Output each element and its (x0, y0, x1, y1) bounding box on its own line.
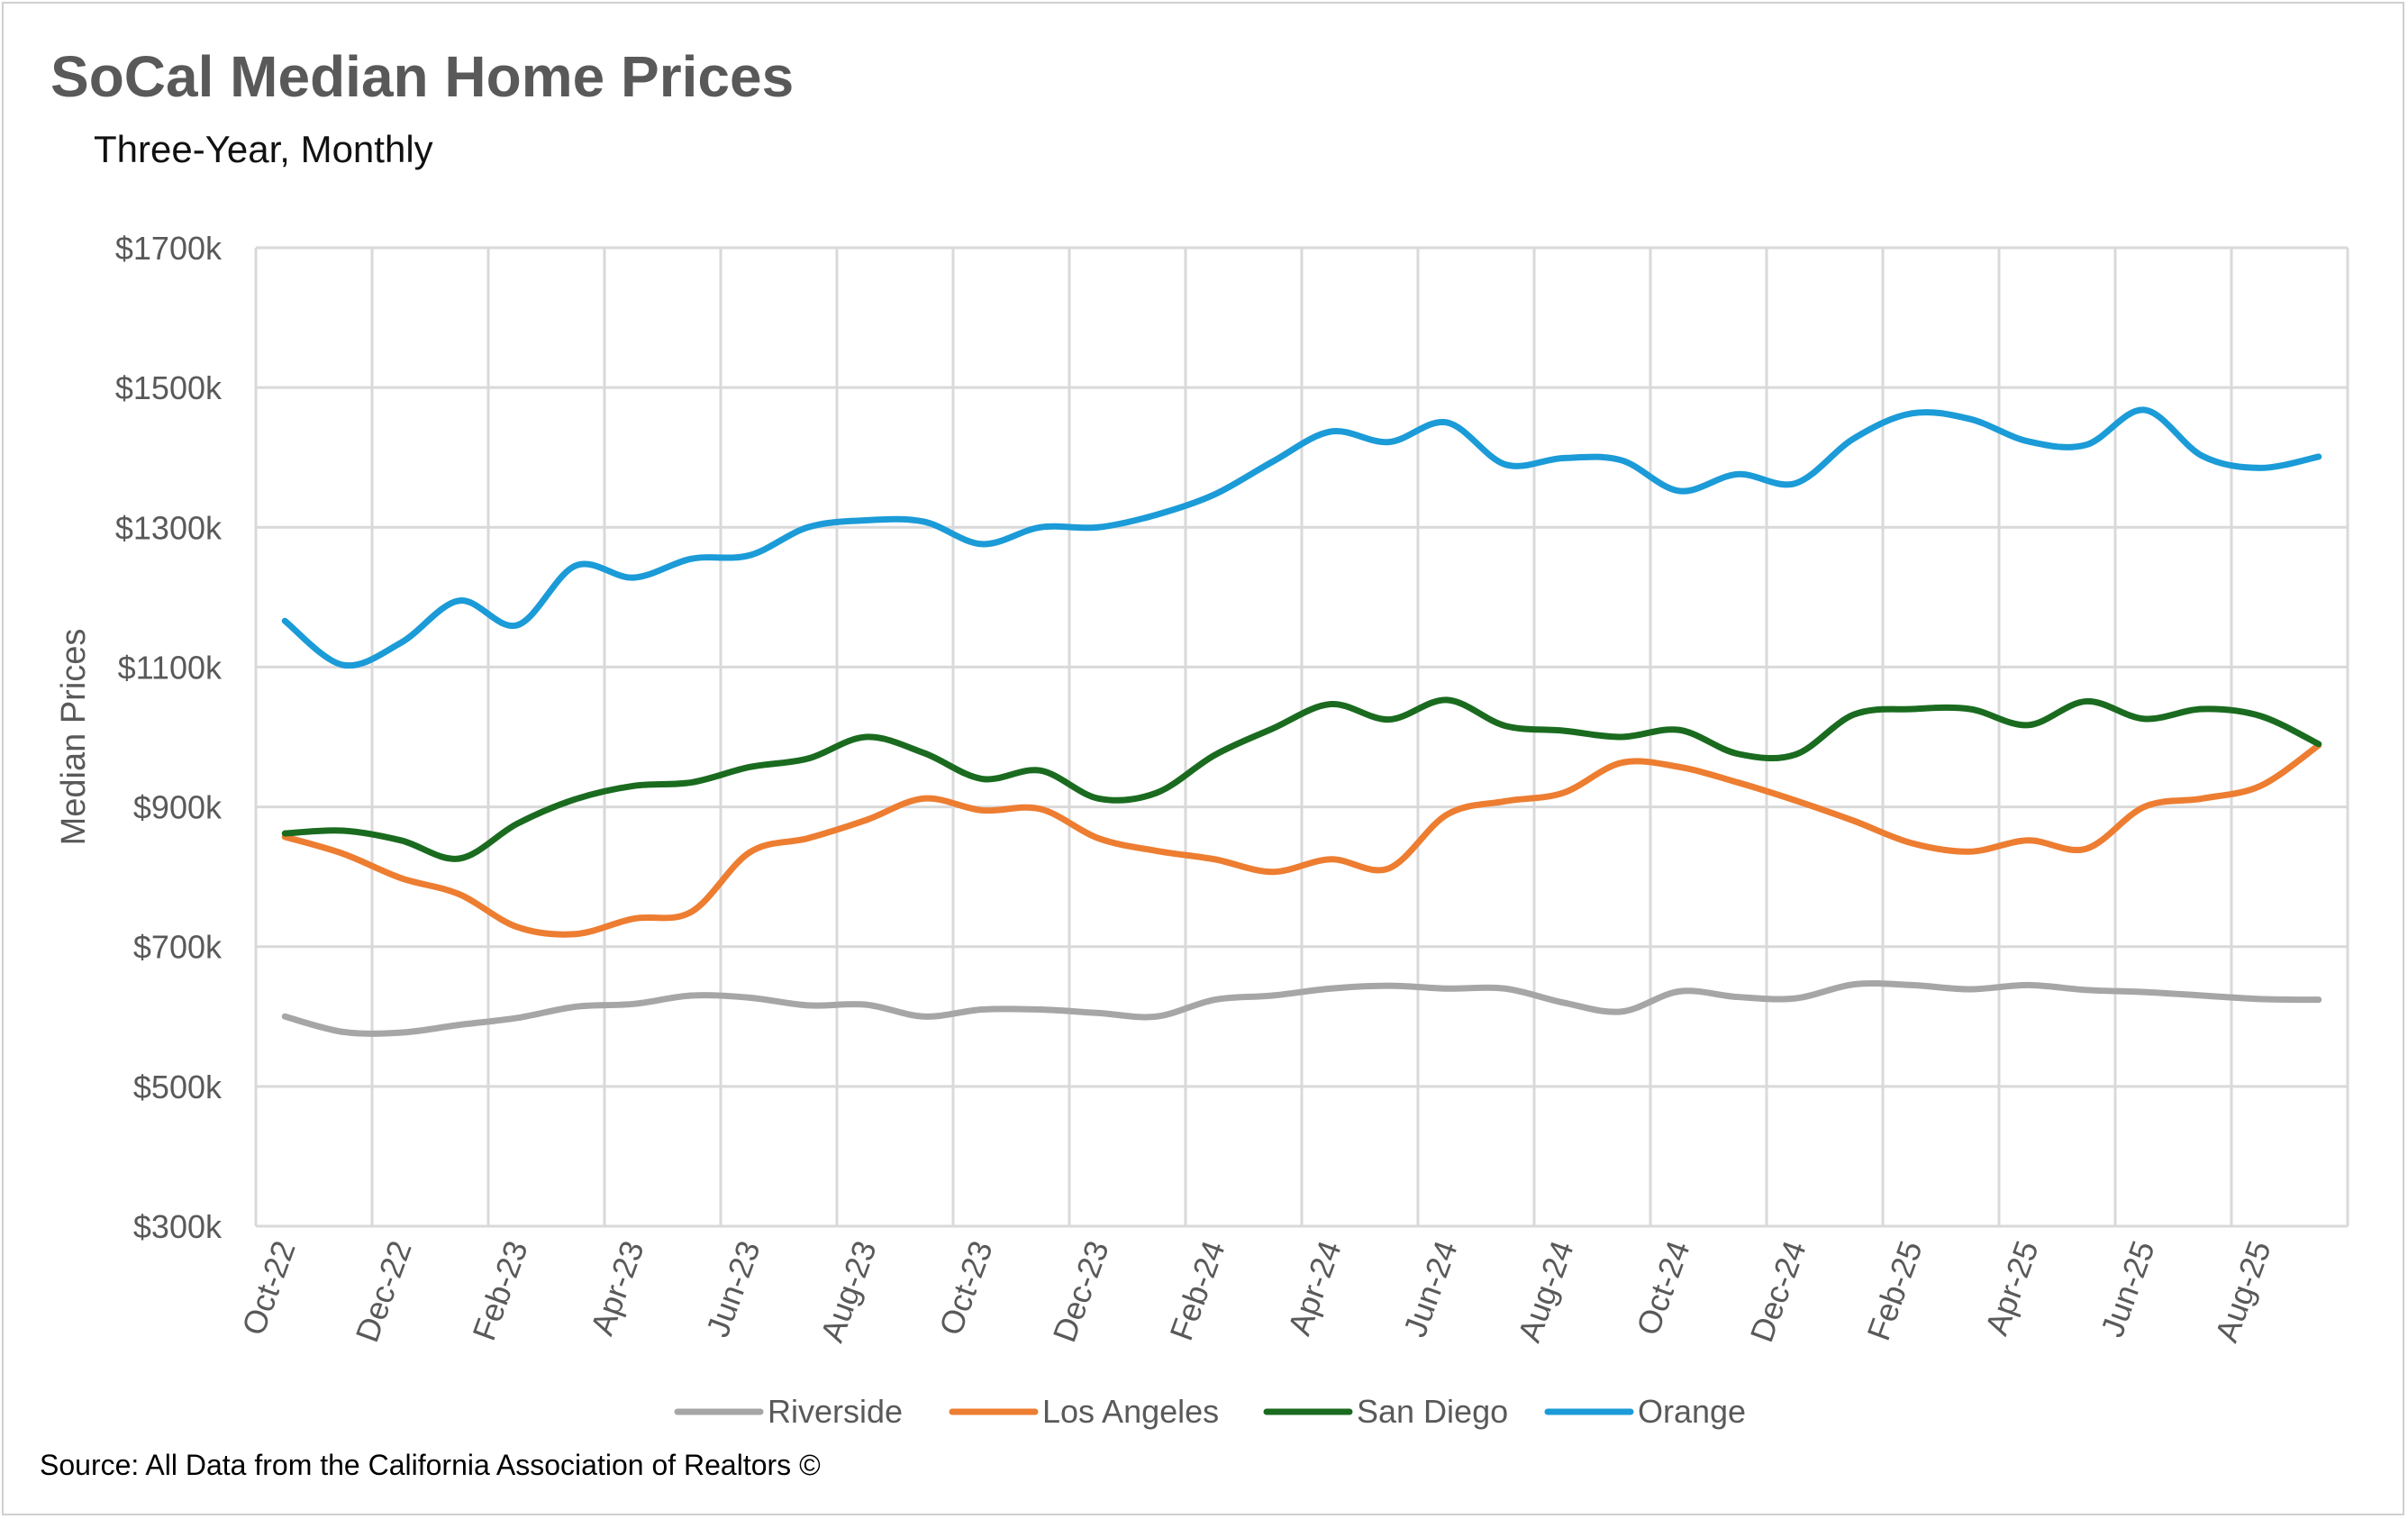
x-tick-label: Feb-25 (1859, 1236, 1930, 1345)
y-tick-label: $1300k (115, 509, 223, 546)
gridlines (254, 246, 2349, 1228)
series-lines (281, 406, 2322, 1037)
series-line-orange (281, 406, 2322, 669)
x-tick-label: Dec-24 (1743, 1236, 1813, 1347)
chart-title: SoCal Median Home Prices (50, 44, 795, 109)
x-axis-tick-labels: Oct-22 Dec-22 Feb-23 Apr-23 Jun-23 Aug-23 Oct-… (234, 1236, 2277, 1347)
x-tick-label: Apr-25 (1977, 1236, 2045, 1341)
series-line-los-angeles (281, 741, 2322, 938)
x-tick-label: Dec-22 (349, 1236, 419, 1347)
x-tick-label: Aug-25 (2208, 1236, 2278, 1347)
y-tick-label: $1500k (115, 369, 223, 406)
y-tick-label: $1100k (118, 649, 223, 686)
x-tick-label: Jun-23 (699, 1236, 768, 1342)
series-line-san-diego (281, 696, 2322, 862)
x-tick-label: Apr-24 (1280, 1236, 1348, 1341)
y-tick-label: $1700k (115, 230, 223, 267)
x-tick-label: Feb-23 (465, 1236, 535, 1345)
x-tick-label: Apr-23 (583, 1236, 650, 1341)
x-tick-label: Aug-23 (813, 1236, 884, 1347)
x-tick-label: Oct-24 (1629, 1236, 1696, 1341)
legend: Riverside Los Angeles San Diego Orange (674, 1393, 1746, 1430)
x-tick-label: Oct-23 (931, 1236, 999, 1341)
y-tick-label: $900k (133, 789, 223, 826)
y-tick-label: $300k (133, 1208, 223, 1245)
legend-label-los-angeles: Los Angeles (1042, 1393, 1219, 1430)
x-tick-label: Jun-24 (1396, 1236, 1465, 1342)
x-tick-label: Oct-22 (234, 1236, 302, 1341)
legend-label-orange: Orange (1638, 1393, 1746, 1430)
legend-label-san-diego: San Diego (1357, 1393, 1508, 1430)
y-axis-tick-labels: $300k $500k $700k $900k $1100k $1300k $1500k $1… (115, 230, 223, 1245)
y-axis-title: Median Prices (55, 629, 93, 846)
x-tick-label: Feb-24 (1162, 1236, 1232, 1345)
x-tick-label: Aug-24 (1511, 1236, 1581, 1347)
x-tick-label: Jun-25 (2094, 1236, 2162, 1342)
x-tick-label: Dec-23 (1046, 1236, 1116, 1347)
y-tick-label: $500k (133, 1069, 223, 1105)
series-line-riverside (281, 980, 2322, 1037)
legend-label-riverside: Riverside (768, 1393, 903, 1430)
source-note: Source: All Data from the California Ass… (40, 1449, 821, 1481)
chart-subtitle: Three-Year, Monthly (94, 128, 433, 170)
y-tick-label: $700k (133, 929, 223, 966)
